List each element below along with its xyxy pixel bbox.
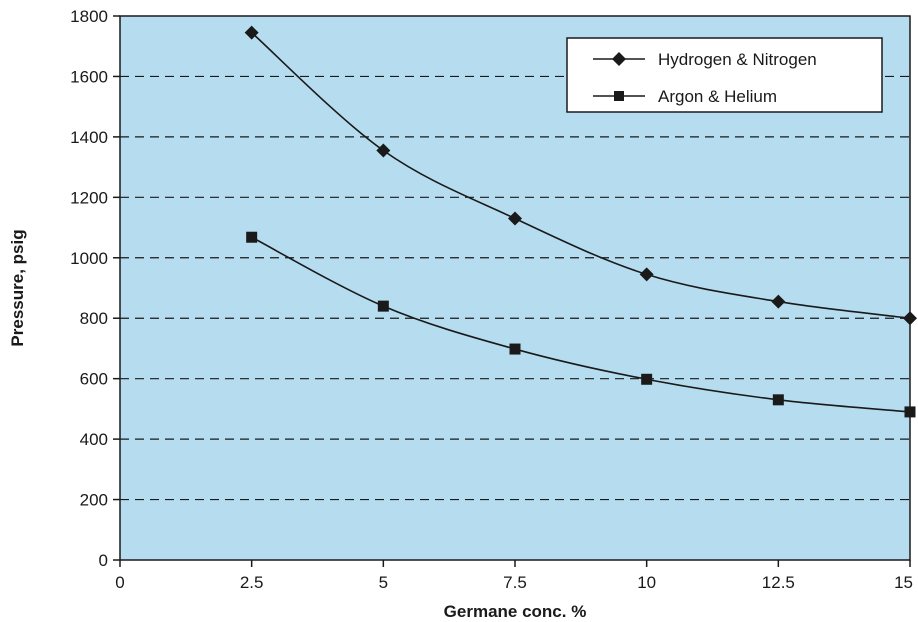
data-point-hydrogen-nitrogen <box>244 25 259 40</box>
square-marker-icon <box>614 91 624 101</box>
y-tick-label: 1000 <box>70 249 108 268</box>
x-tick-label: 2.5 <box>240 573 264 592</box>
data-point-hydrogen-nitrogen <box>376 143 391 158</box>
x-tick-label: 0 <box>115 573 124 592</box>
diamond-marker-icon <box>612 52 626 66</box>
x-axis: 0 2.5 5 7.5 10 12.5 15 <box>115 560 913 592</box>
y-tick-label: 200 <box>80 491 108 510</box>
series-line-argon-helium <box>251 236 911 413</box>
x-tick-label: 5 <box>379 573 388 592</box>
y-tick-label: 1400 <box>70 128 108 147</box>
data-point-hydrogen-nitrogen <box>639 267 654 282</box>
series-markers <box>244 25 917 418</box>
data-point-argon-helium <box>641 373 653 385</box>
x-tick-label: 7.5 <box>503 573 527 592</box>
y-tick-label: 800 <box>80 309 108 328</box>
x-axis-title: Germane conc. % <box>444 602 587 621</box>
y-tick-label: 0 <box>99 551 108 570</box>
y-tick-label: 600 <box>80 370 108 389</box>
data-point-argon-helium <box>377 300 389 312</box>
series-line-hydrogen-nitrogen <box>251 32 911 320</box>
data-point-hydrogen-nitrogen <box>508 211 522 226</box>
legend-label-argon-helium: Argon & Helium <box>658 87 777 106</box>
series-lines <box>251 32 911 413</box>
y-axis: 0 200 400 600 800 1000 1200 1400 1600 1800 <box>70 7 120 570</box>
y-tick-label: 1800 <box>70 7 108 26</box>
data-point-hydrogen-nitrogen <box>771 294 786 309</box>
y-tick-label: 1600 <box>70 67 108 86</box>
legend-label-hydrogen-nitrogen: Hydrogen & Nitrogen <box>658 50 817 69</box>
x-tick-label: 15 <box>894 573 913 592</box>
y-tick-label: 400 <box>80 430 108 449</box>
y-tick-label: 1200 <box>70 188 108 207</box>
grid-lines <box>120 75 910 501</box>
legend: Hydrogen & Nitrogen Argon & Helium <box>566 37 883 113</box>
x-tick-label: 10 <box>637 573 656 592</box>
data-point-argon-helium <box>246 231 258 243</box>
data-point-argon-helium <box>772 394 784 406</box>
x-tick-label: 12.5 <box>762 573 795 592</box>
data-point-argon-helium <box>509 343 521 355</box>
y-axis-title: Pressure, psig <box>8 229 27 346</box>
